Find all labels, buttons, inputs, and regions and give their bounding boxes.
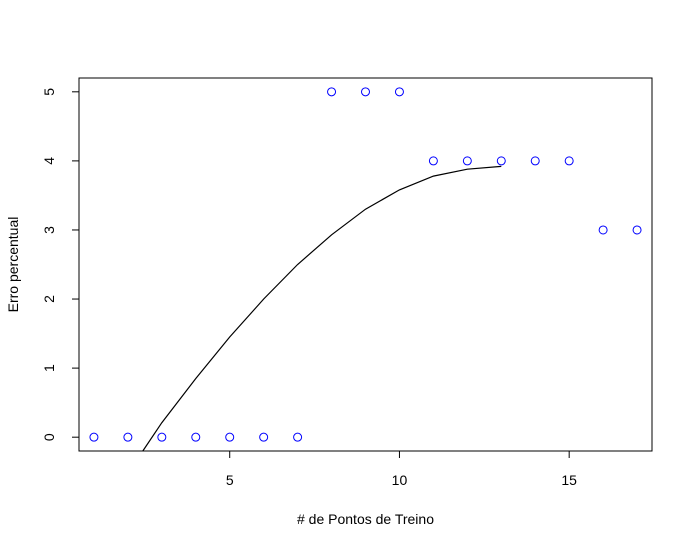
data-point [293,432,303,442]
x-tick-label: 15 [561,472,577,488]
y-tick-label: 5 [41,88,57,96]
x-axis: 5 10 15 [226,451,577,488]
data-point [428,156,438,166]
x-axis-label: # de Pontos de Treino [297,511,434,527]
x-tick-label: 5 [226,472,234,488]
data-point [191,432,201,442]
data-point [123,432,133,442]
y-tick-label: 0 [41,433,57,441]
data-point [598,225,608,235]
plot-frame [78,77,653,452]
data-point [462,156,472,166]
data-point [89,432,99,442]
data-point [225,432,235,442]
data-point [564,156,574,166]
x-tick-label: 10 [392,472,408,488]
data-point [632,225,642,235]
data-point [259,432,269,442]
data-point [496,156,506,166]
y-tick-label: 1 [41,364,57,372]
y-axis-label: Erro percentual [5,217,21,313]
data-point [157,432,167,442]
data-point [361,87,370,97]
y-tick-label: 4 [41,157,57,165]
data-point [394,87,404,97]
data-points [89,87,642,442]
y-axis: 0 1 2 3 4 5 [41,88,79,441]
y-tick-label: 2 [41,295,57,303]
data-point [530,156,540,166]
fitted-curve [142,165,502,452]
y-tick-label: 3 [41,226,57,234]
data-point [327,87,337,97]
